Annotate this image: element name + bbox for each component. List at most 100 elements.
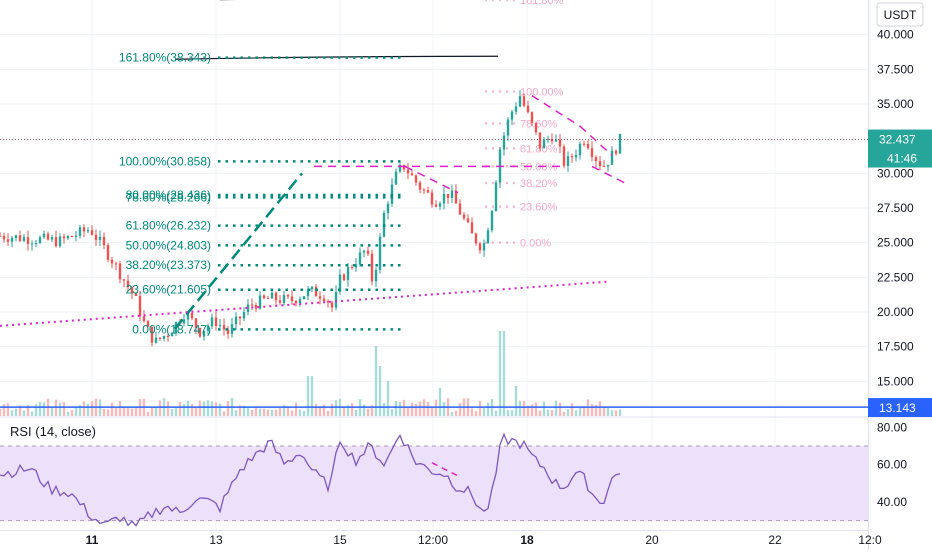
candle-body [154,337,158,343]
candle-body [98,236,102,240]
candle-body [278,300,282,303]
candle-body [234,316,238,325]
candle-body [438,203,442,207]
volume-bar [218,403,222,416]
candle-body [238,316,242,319]
candle-body [330,302,334,308]
price-tick-label: 25.000 [877,236,914,250]
candle-body [454,190,458,204]
volume-bar [82,401,86,416]
candle-body [302,296,306,300]
drawings[interactable] [0,0,662,330]
volume-bar [78,404,82,416]
candle-body [150,326,154,343]
candle-body [338,274,342,292]
candle-body [2,235,6,240]
volume-bar [618,409,622,416]
volume-bar [418,401,422,416]
volume-bar [74,407,78,416]
volume-bar [298,409,302,416]
candle-body [474,233,478,244]
candle-body [10,237,14,242]
candle-body [326,300,330,303]
magenta-dash-1 [404,165,459,194]
candle-body [538,132,542,149]
volume-bar [66,411,70,416]
fib-left-label-8: 0.00%(18.747) [132,322,211,336]
time-tick-label: 12:0 [858,533,882,547]
candle-body [614,150,618,154]
candle-body [566,156,570,166]
volume-bar [170,409,174,416]
candle-body [398,164,402,172]
volume-bar [18,405,22,416]
volume-bar [174,407,178,416]
volume-bar [414,403,418,416]
candle-body [574,155,578,158]
fib-right-label-1: 100.00% [520,87,564,99]
price-tick-label: 22.500 [877,270,914,284]
rsi-magenta-dash [431,462,459,477]
time-tick-label: 20 [645,533,659,547]
volume-bar [598,401,602,416]
time-tick-label: 15 [333,533,347,547]
volume-bar [150,407,154,416]
candle-body [546,138,550,140]
currency-label: USDT [884,8,917,22]
volume-bar [494,410,498,416]
candle-body [146,321,150,327]
price-tick-label: 37.500 [877,62,914,76]
candle-body [62,236,66,239]
candle-body [366,250,370,254]
volume-bar [590,404,594,416]
volume-bar [206,400,210,416]
fibonacci-right[interactable]: 161.80% 100.00% 78.60% 61.80% 50.00% 38.20% 23… [485,0,564,250]
candle-body [386,203,390,213]
volume-bar [146,411,150,416]
candle-body [202,330,206,337]
volume-bar [202,401,206,416]
volume-bars [0,331,622,416]
volume-bar [214,402,218,416]
volume-bar [546,409,550,416]
volume-bar [6,403,10,416]
teal-trend-line [174,172,303,330]
volume-bar [274,409,278,416]
volume-bar [474,411,478,416]
candle-body [562,146,566,166]
volume-bar [90,401,94,416]
volume-bar [134,407,138,416]
candle-body [334,291,338,308]
volume-bar [154,407,158,416]
volume-bar [262,408,266,416]
volume-bar [210,401,214,416]
volume-bar [130,408,134,416]
fibonacci-left[interactable]: 161.80%(38.343) 100.00%(30.858) 80.00%(28.… [119,51,401,337]
fib-right-label-3: 61.80% [520,143,558,155]
volume-bar [38,402,42,416]
candle-body [298,299,302,304]
volume-bar [502,331,506,416]
rsi-tick-label: 40.00 [877,495,907,509]
candle-body [426,190,430,193]
candle-body [590,148,594,158]
candle-body [410,173,414,176]
volume-bar [238,405,242,416]
volume-bar [114,407,118,416]
price-tick-label: 27.500 [877,201,914,215]
volume-bar [10,410,14,416]
candle-body [270,292,274,299]
volume-bar [610,410,614,416]
candle-body [6,239,10,242]
candle-body [218,325,222,327]
volume-bar [334,400,338,416]
time-tick-label: 13 [209,533,223,547]
volume-bar [282,405,286,416]
candle-body [34,242,38,244]
price-tick-label: 20.000 [877,305,914,319]
candle-body [158,337,162,339]
candle-body [126,280,130,288]
candle-body [418,182,422,190]
